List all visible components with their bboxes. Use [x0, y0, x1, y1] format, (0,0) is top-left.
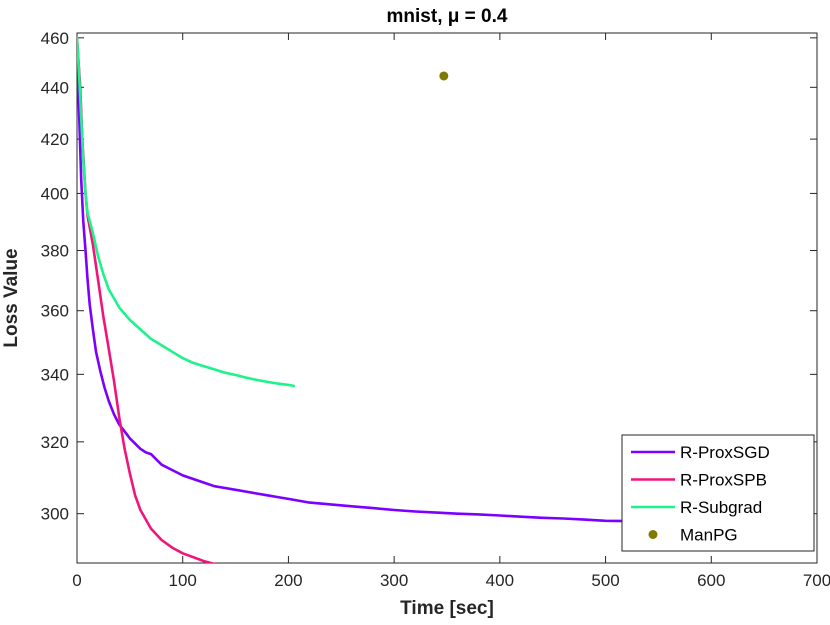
y-tick-label: 300: [41, 505, 69, 524]
x-tick-label: 300: [380, 571, 408, 590]
x-tick-label: 700: [803, 571, 830, 590]
manpg-point: [439, 71, 449, 81]
series-layer: [77, 36, 713, 563]
x-tick-label: 500: [591, 571, 619, 590]
legend-label-r-proxspb: R-ProxSPB: [680, 471, 767, 490]
x-axis-label: Time [sec]: [400, 598, 494, 619]
x-axis-ticks: 0 100 200 300 400 500 600 700: [72, 33, 830, 590]
r-proxsgd-line: [77, 36, 713, 525]
y-tick-label: 440: [41, 78, 69, 97]
x-tick-label: 600: [697, 571, 725, 590]
legend-label-manpg: ManPG: [680, 526, 738, 545]
x-tick-label: 400: [486, 571, 514, 590]
x-tick-label: 200: [274, 571, 302, 590]
y-axis-label: Loss Value: [1, 248, 22, 347]
y-tick-label: 360: [41, 302, 69, 321]
y-tick-label: 320: [41, 433, 69, 452]
legend-label-r-proxsgd: R-ProxSGD: [680, 443, 770, 462]
r-subgrad-line: [77, 36, 296, 388]
legend-swatch-manpg: [648, 530, 658, 539]
y-tick-label: 420: [41, 130, 69, 149]
y-tick-label: 380: [41, 242, 69, 261]
legend-label-r-subgrad: R-Subgrad: [680, 498, 762, 517]
y-axis-ticks: 300 320 340 360 380 400 420 440 460: [41, 29, 817, 524]
legend: R-ProxSGD R-ProxSPB R-Subgrad ManPG: [621, 434, 815, 552]
y-tick-label: 400: [41, 184, 69, 203]
x-tick-label: 0: [72, 571, 81, 590]
y-tick-label: 340: [41, 365, 69, 384]
x-tick-label: 100: [169, 571, 197, 590]
chart-title: mnist, μ = 0.4: [387, 6, 508, 27]
y-tick-label: 460: [41, 29, 69, 48]
